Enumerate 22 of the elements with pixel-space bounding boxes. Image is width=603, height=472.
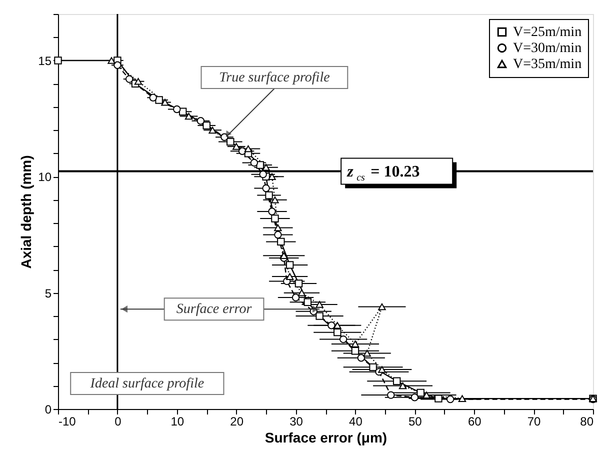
x-tick-label: 60 [468, 414, 482, 428]
x-tick-label: 10 [170, 414, 184, 428]
x-tick-label: 40 [349, 414, 363, 428]
legend-label: V=25m/min [513, 25, 582, 40]
x-axis-title: Surface error (μm) [264, 430, 388, 446]
x-tick-label: 70 [527, 414, 542, 428]
y-tick-label: 10 [38, 170, 52, 184]
annotation: True surface profile [219, 70, 330, 86]
x-tick-label: -10 [58, 414, 76, 428]
x-tick-label: 30 [290, 414, 304, 428]
legend-label: V=35m/min [513, 57, 582, 72]
legend-label: V=30m/min [513, 41, 582, 56]
annotation: Surface error [176, 302, 252, 318]
x-tick-label: 0 [114, 414, 122, 428]
annotation: Ideal surface profile [89, 376, 204, 392]
x-tick-label: 20 [230, 414, 244, 428]
y-tick-label: 15 [38, 54, 52, 68]
x-tick-label: 80 [580, 414, 594, 428]
y-axis-title: Axial depth (mm) [18, 155, 34, 269]
y-tick-label: 5 [44, 286, 52, 300]
x-tick-label: 50 [408, 414, 422, 428]
y-tick-label: 0 [44, 402, 52, 416]
